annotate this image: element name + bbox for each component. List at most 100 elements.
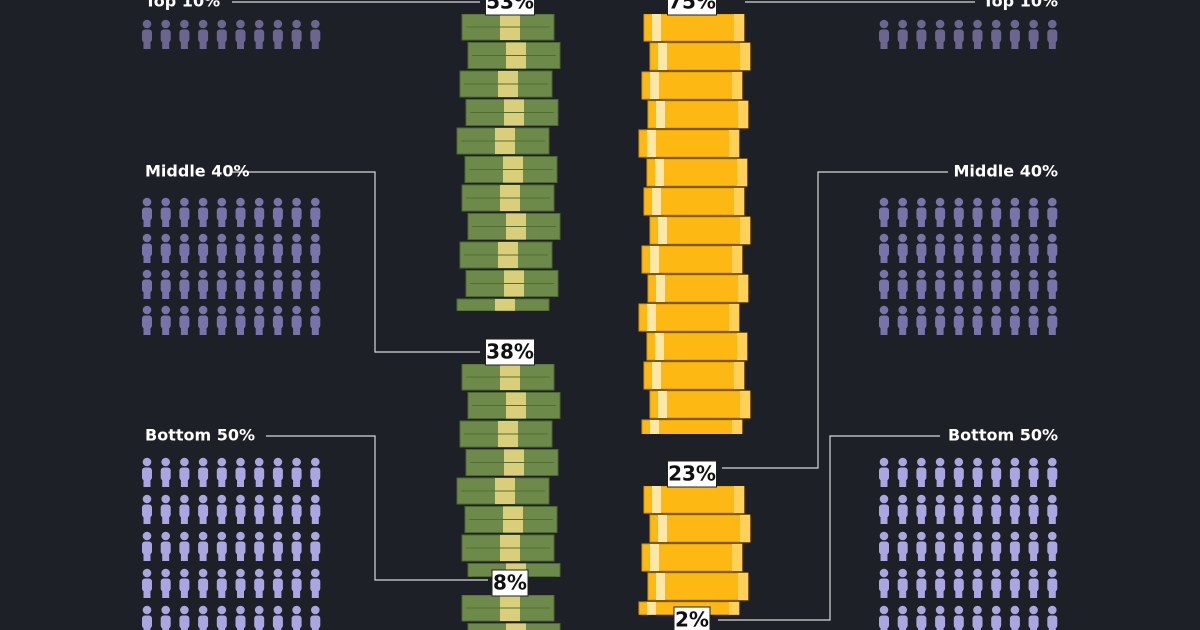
person-head: [292, 19, 301, 29]
person-icon: [272, 494, 283, 524]
person-head: [898, 233, 907, 243]
person-icon: [897, 19, 908, 49]
person-body: [991, 467, 1002, 481]
person-body: [991, 578, 1002, 592]
person-legs: [955, 218, 963, 227]
person-body: [216, 29, 227, 43]
cash-stack: [456, 364, 561, 577]
person-legs: [992, 552, 1000, 561]
person-head: [198, 19, 208, 29]
person-head: [161, 457, 170, 467]
person-legs: [237, 290, 244, 299]
person-icon: [916, 269, 927, 299]
person-icon: [1009, 605, 1020, 630]
person-body: [254, 467, 265, 481]
gold-end: [734, 362, 744, 389]
person-body: [935, 541, 946, 555]
person-icon: [953, 457, 964, 487]
person-legs: [180, 515, 188, 524]
person-legs: [992, 589, 1000, 598]
person-icon: [198, 457, 209, 487]
person-head: [1048, 19, 1057, 29]
person-icon: [310, 269, 321, 299]
person-legs: [255, 552, 263, 561]
person-legs: [162, 40, 170, 49]
gold-shine: [656, 275, 665, 302]
person-head: [991, 494, 1001, 504]
person-legs: [199, 254, 207, 263]
connector-line: [718, 435, 940, 621]
person-icon: [972, 197, 983, 227]
person-body: [1047, 467, 1058, 481]
person-head: [161, 494, 170, 504]
person-icon: [291, 605, 302, 630]
gold-shine: [650, 72, 659, 99]
person-legs: [274, 254, 282, 263]
person-legs: [143, 290, 151, 299]
person-body: [972, 467, 983, 481]
person-head: [292, 605, 301, 615]
person-head: [217, 233, 227, 243]
gold-end: [729, 602, 739, 615]
person-icon: [916, 494, 927, 524]
person-body: [142, 243, 152, 257]
person-legs: [936, 326, 944, 335]
person-legs: [880, 290, 888, 299]
person-legs: [880, 218, 888, 227]
person-head: [236, 197, 245, 207]
person-head: [973, 605, 982, 615]
person-head: [254, 605, 264, 615]
person-body: [291, 207, 302, 221]
gold-end: [737, 159, 747, 186]
person-head: [180, 269, 189, 279]
person-body: [1028, 504, 1039, 518]
person-legs: [992, 478, 1000, 487]
person-icon: [935, 568, 946, 598]
person-head: [991, 305, 1001, 315]
person-body: [1047, 29, 1058, 43]
person-icon: [897, 197, 908, 227]
person-body: [291, 279, 302, 293]
person-icon: [1009, 305, 1020, 335]
person-icon: [235, 605, 246, 630]
person-legs: [180, 589, 188, 598]
person-body: [972, 207, 983, 221]
person-body: [916, 243, 927, 257]
person-legs: [162, 254, 170, 263]
person-icon: [160, 494, 171, 524]
person-body: [916, 467, 927, 481]
gold-stack: [638, 14, 751, 434]
person-body: [291, 467, 302, 481]
person-icon: [198, 568, 209, 598]
person-head: [879, 568, 889, 578]
gold-shine: [652, 14, 661, 41]
person-head: [292, 494, 301, 504]
percent-label: 8%: [493, 571, 527, 595]
person-icon: [991, 233, 1002, 263]
person-icon: [972, 568, 983, 598]
person-icon: [142, 197, 152, 227]
person-legs: [1048, 552, 1056, 561]
person-icon: [916, 605, 927, 630]
person-body: [1047, 615, 1058, 629]
person-legs: [255, 290, 263, 299]
person-legs: [162, 515, 170, 524]
person-head: [273, 233, 283, 243]
person-body: [1028, 315, 1039, 329]
person-head: [236, 531, 245, 541]
percent-box: [485, 0, 535, 16]
person-body: [1028, 541, 1039, 555]
person-legs: [218, 254, 226, 263]
person-icon: [291, 494, 302, 524]
person-body: [1028, 467, 1039, 481]
person-body: [160, 615, 171, 629]
person-legs: [992, 40, 1000, 49]
person-head: [292, 197, 301, 207]
person-body: [310, 615, 321, 629]
group-label: Middle 40%: [145, 162, 250, 181]
person-legs: [218, 326, 226, 335]
person-legs: [1011, 218, 1019, 227]
person-icon: [235, 568, 246, 598]
person-body: [935, 615, 946, 629]
person-head: [273, 531, 283, 541]
